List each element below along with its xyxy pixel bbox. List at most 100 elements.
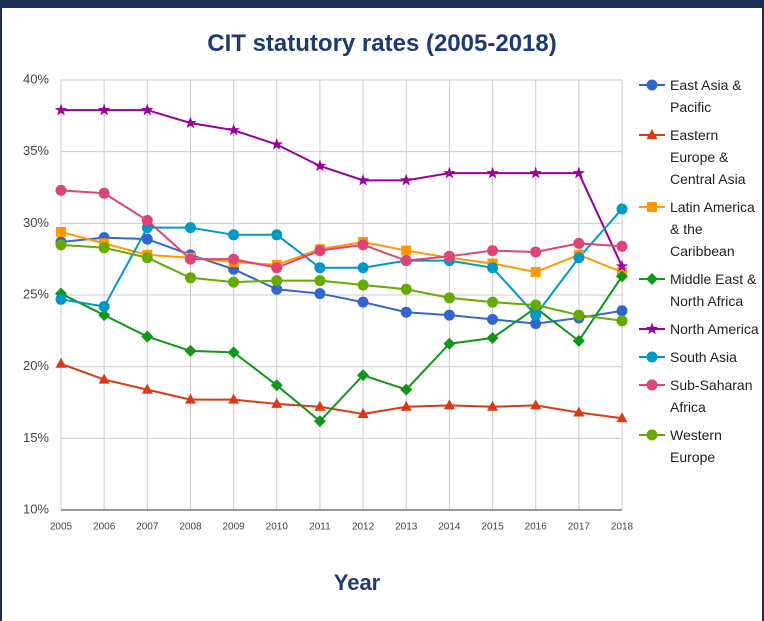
- marker: [357, 262, 369, 274]
- marker: [646, 273, 658, 285]
- marker: [530, 299, 542, 311]
- legend-symbol: [639, 379, 665, 391]
- marker: [271, 275, 283, 287]
- legend-symbol: [639, 129, 665, 139]
- marker: [357, 369, 370, 382]
- marker: [228, 393, 240, 404]
- marker: [54, 103, 68, 116]
- x-tick-label: 2014: [438, 522, 461, 533]
- marker: [141, 103, 154, 116]
- marker: [443, 399, 455, 410]
- marker: [357, 296, 369, 308]
- y-tick-label: 30%: [23, 215, 49, 230]
- marker: [529, 166, 542, 179]
- marker: [646, 79, 658, 91]
- legend: East Asia & Pacific Eastern Europe & Cent…: [638, 74, 762, 474]
- x-tick-label: 2016: [525, 522, 548, 533]
- marker: [357, 407, 369, 418]
- marker: [184, 272, 196, 284]
- marker: [487, 400, 499, 411]
- marker: [271, 397, 283, 408]
- x-tick-label: 2012: [352, 522, 375, 533]
- marker: [487, 245, 499, 257]
- x-tick-label: 2018: [611, 522, 634, 533]
- marker: [314, 275, 326, 287]
- marker: [530, 267, 541, 278]
- marker: [356, 173, 370, 186]
- series-line: [60, 243, 623, 322]
- marker: [55, 293, 67, 305]
- chart: 10% 15% 20% 25% 30% 35% 40% 2005 2006 2007 2008 200…: [23, 71, 634, 533]
- marker: [400, 400, 412, 411]
- series-line: [61, 109, 623, 267]
- series-line: [60, 275, 623, 423]
- marker: [228, 253, 240, 265]
- marker: [400, 283, 412, 295]
- series-line: [60, 362, 623, 420]
- x-tick-label: 2009: [222, 522, 245, 533]
- x-axis-label: Year: [333, 570, 381, 595]
- marker: [400, 383, 413, 396]
- legend-item: Middle East & North Africa: [638, 268, 762, 312]
- marker: [55, 239, 67, 251]
- marker: [401, 245, 412, 256]
- marker: [271, 262, 283, 274]
- legend-item: North America: [638, 318, 762, 340]
- marker: [271, 229, 283, 241]
- marker: [184, 393, 196, 404]
- legend-label: Sub-Saharan Africa: [670, 377, 753, 415]
- marker: [647, 202, 657, 212]
- marker: [400, 173, 413, 186]
- x-tick-label: 2006: [93, 522, 116, 533]
- marker: [184, 222, 196, 234]
- legend-item: South Asia: [638, 346, 762, 368]
- marker: [646, 379, 658, 391]
- marker: [530, 309, 542, 321]
- legend-symbol: [639, 202, 665, 212]
- marker: [572, 334, 585, 347]
- marker: [615, 259, 629, 272]
- marker: [184, 344, 197, 357]
- marker: [573, 252, 585, 264]
- legend-label: Western Europe: [670, 427, 722, 465]
- marker: [55, 184, 67, 196]
- marker: [645, 322, 659, 335]
- marker: [573, 406, 585, 417]
- marker: [616, 305, 628, 317]
- marker: [141, 252, 153, 264]
- marker: [443, 292, 455, 304]
- marker: [184, 116, 197, 129]
- marker: [227, 123, 240, 136]
- marker: [98, 242, 110, 254]
- marker: [400, 255, 412, 267]
- y-tick-label: 10%: [23, 501, 49, 516]
- y-tick-label: 20%: [23, 358, 49, 373]
- marker: [55, 357, 67, 368]
- marker: [487, 296, 499, 308]
- marker: [487, 313, 499, 325]
- marker: [486, 332, 499, 344]
- marker: [314, 400, 326, 411]
- marker: [98, 309, 111, 322]
- marker: [357, 279, 369, 291]
- y-tick-label: 25%: [23, 286, 49, 301]
- legend-label: Latin America & the Caribbean: [670, 199, 755, 259]
- marker: [141, 330, 154, 343]
- marker: [487, 262, 499, 274]
- chart-title: CIT statutory rates (2005-2018): [207, 30, 557, 57]
- x-tick-label: 2013: [395, 522, 418, 533]
- marker: [357, 239, 369, 251]
- marker: [56, 226, 66, 237]
- marker: [400, 306, 412, 318]
- marker: [228, 229, 240, 241]
- marker: [616, 203, 628, 215]
- legend-item: Latin America & the Caribbean: [638, 196, 762, 262]
- y-tick-label: 35%: [23, 143, 49, 158]
- y-tick-label: 15%: [23, 430, 49, 445]
- legend-symbol: [639, 351, 665, 363]
- marker: [443, 166, 456, 179]
- legend-symbol: [639, 79, 665, 91]
- marker: [314, 245, 326, 257]
- marker: [616, 240, 628, 252]
- marker: [443, 309, 455, 321]
